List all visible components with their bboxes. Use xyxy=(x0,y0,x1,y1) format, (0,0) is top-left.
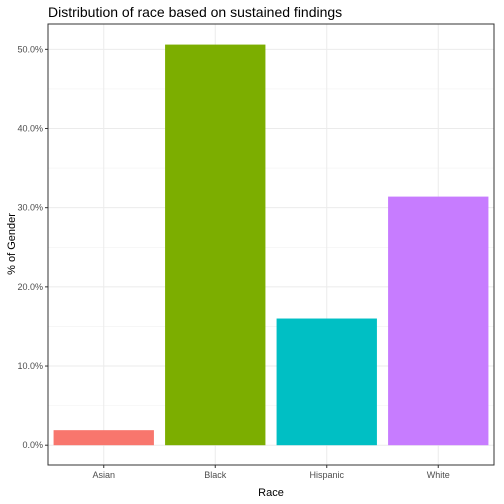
x-axis-label: Race xyxy=(258,487,284,499)
y-tick-label: 20.0% xyxy=(17,282,43,292)
y-tick-label: 50.0% xyxy=(17,44,43,54)
y-tick-label: 0.0% xyxy=(22,440,43,450)
x-tick-label: White xyxy=(427,470,450,480)
y-tick-label: 10.0% xyxy=(17,361,43,371)
bar-hispanic xyxy=(276,318,377,446)
x-tick-label: Black xyxy=(204,470,227,480)
x-axis-ticks: Asian Black Hispanic White xyxy=(92,465,450,480)
bars xyxy=(53,44,489,446)
y-axis-ticks: 0.0% 10.0% 20.0% 30.0% 40.0% 50.0% xyxy=(17,44,48,450)
y-tick-label: 30.0% xyxy=(17,203,43,213)
x-tick-label: Hispanic xyxy=(309,470,344,480)
bar-asian xyxy=(53,430,154,446)
y-tick-label: 40.0% xyxy=(17,124,43,134)
chart-title: Distribution of race based on sustained … xyxy=(48,4,342,20)
bar-black xyxy=(165,44,266,446)
y-axis-label: % of Gender xyxy=(6,213,18,275)
plot-panel-border xyxy=(47,23,495,466)
bar-white xyxy=(388,196,489,446)
x-tick-label: Asian xyxy=(92,470,115,480)
